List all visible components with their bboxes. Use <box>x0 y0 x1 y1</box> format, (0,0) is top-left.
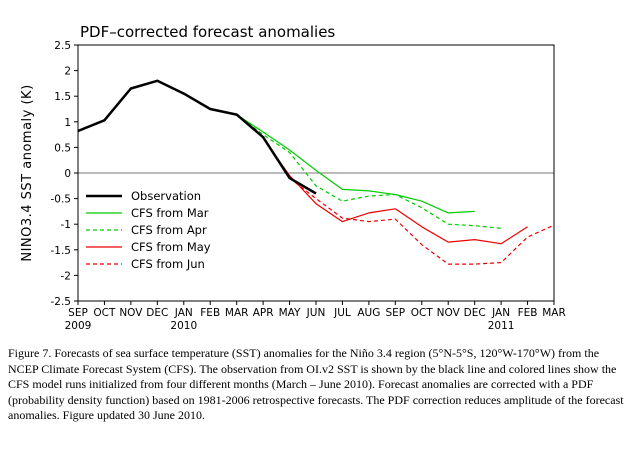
y-axis-ticks: -2.5 -2 -1.5 -1 -0.5 0 0.5 1 1.5 2 2.5 <box>51 40 78 308</box>
y-tick-label: -1.5 <box>51 245 72 257</box>
x-tick-label: DEC <box>464 307 486 319</box>
y-tick-label: 1.5 <box>54 91 71 103</box>
series-layer <box>77 79 555 265</box>
y-tick-label: 0.5 <box>54 142 71 154</box>
y-tick-label: 2 <box>64 66 71 78</box>
series-line <box>236 114 475 214</box>
year-label: 2011 <box>488 320 515 332</box>
x-tick-label: APR <box>253 307 274 319</box>
x-tick-label: MAR <box>225 307 249 319</box>
y-tick-label: -2 <box>61 270 71 282</box>
x-tick-label: SEP <box>386 307 406 319</box>
x-tick-label: FEB <box>518 307 538 319</box>
series-line <box>289 177 555 265</box>
year-label: 2010 <box>170 320 197 332</box>
x-tick-label: SEP <box>68 307 88 319</box>
series-line <box>262 137 528 245</box>
y-tick-label: 2.5 <box>54 40 71 52</box>
chart-title: PDF–corrected forecast anomalies <box>80 23 335 41</box>
x-tick-label: JAN <box>491 307 510 319</box>
y-tick-label: -2.5 <box>51 296 72 308</box>
figure-caption: Figure 7. Forecasts of sea surface tempe… <box>8 346 624 422</box>
x-tick-label: MAR <box>542 307 566 319</box>
legend-label: CFS from Jun <box>131 257 205 271</box>
x-tick-label: NOV <box>119 307 143 319</box>
x-tick-label: JUL <box>333 307 351 319</box>
x-tick-label: FEB <box>200 307 220 319</box>
x-tick-label: JAN <box>174 307 193 319</box>
x-tick-label: OCT <box>93 307 116 319</box>
x-tick-label: AUG <box>357 307 380 319</box>
x-tick-label: NOV <box>437 307 461 319</box>
legend-label: CFS from Apr <box>131 223 207 237</box>
legend-label: CFS from Mar <box>131 206 209 220</box>
x-tick-label: MAY <box>279 307 301 319</box>
y-tick-label: 0 <box>64 168 71 180</box>
y-tick-label: -0.5 <box>51 194 72 206</box>
series-line <box>236 114 502 229</box>
y-tick-label: -1 <box>61 219 71 231</box>
year-label: 2009 <box>65 320 92 332</box>
legend-label: Observation <box>131 189 201 203</box>
legend-label: CFS from May <box>131 240 211 254</box>
series-line <box>77 79 317 195</box>
x-tick-label: DEC <box>146 307 168 319</box>
chart: PDF–corrected forecast anomalies NINO3.4… <box>20 23 566 332</box>
y-axis-label: NINO3.4 SST anomaly (K) <box>20 84 35 261</box>
y-tick-label: 1 <box>64 117 71 129</box>
x-axis-ticks: SEP OCT NOV DEC JAN FEB MAR APR MAY JUN JUL AUG SEP O… <box>65 301 566 332</box>
x-tick-label: OCT <box>411 307 434 319</box>
x-tick-label: JUN <box>306 307 326 319</box>
legend: Observation CFS from Mar CFS from Apr CFS f… <box>86 189 211 271</box>
